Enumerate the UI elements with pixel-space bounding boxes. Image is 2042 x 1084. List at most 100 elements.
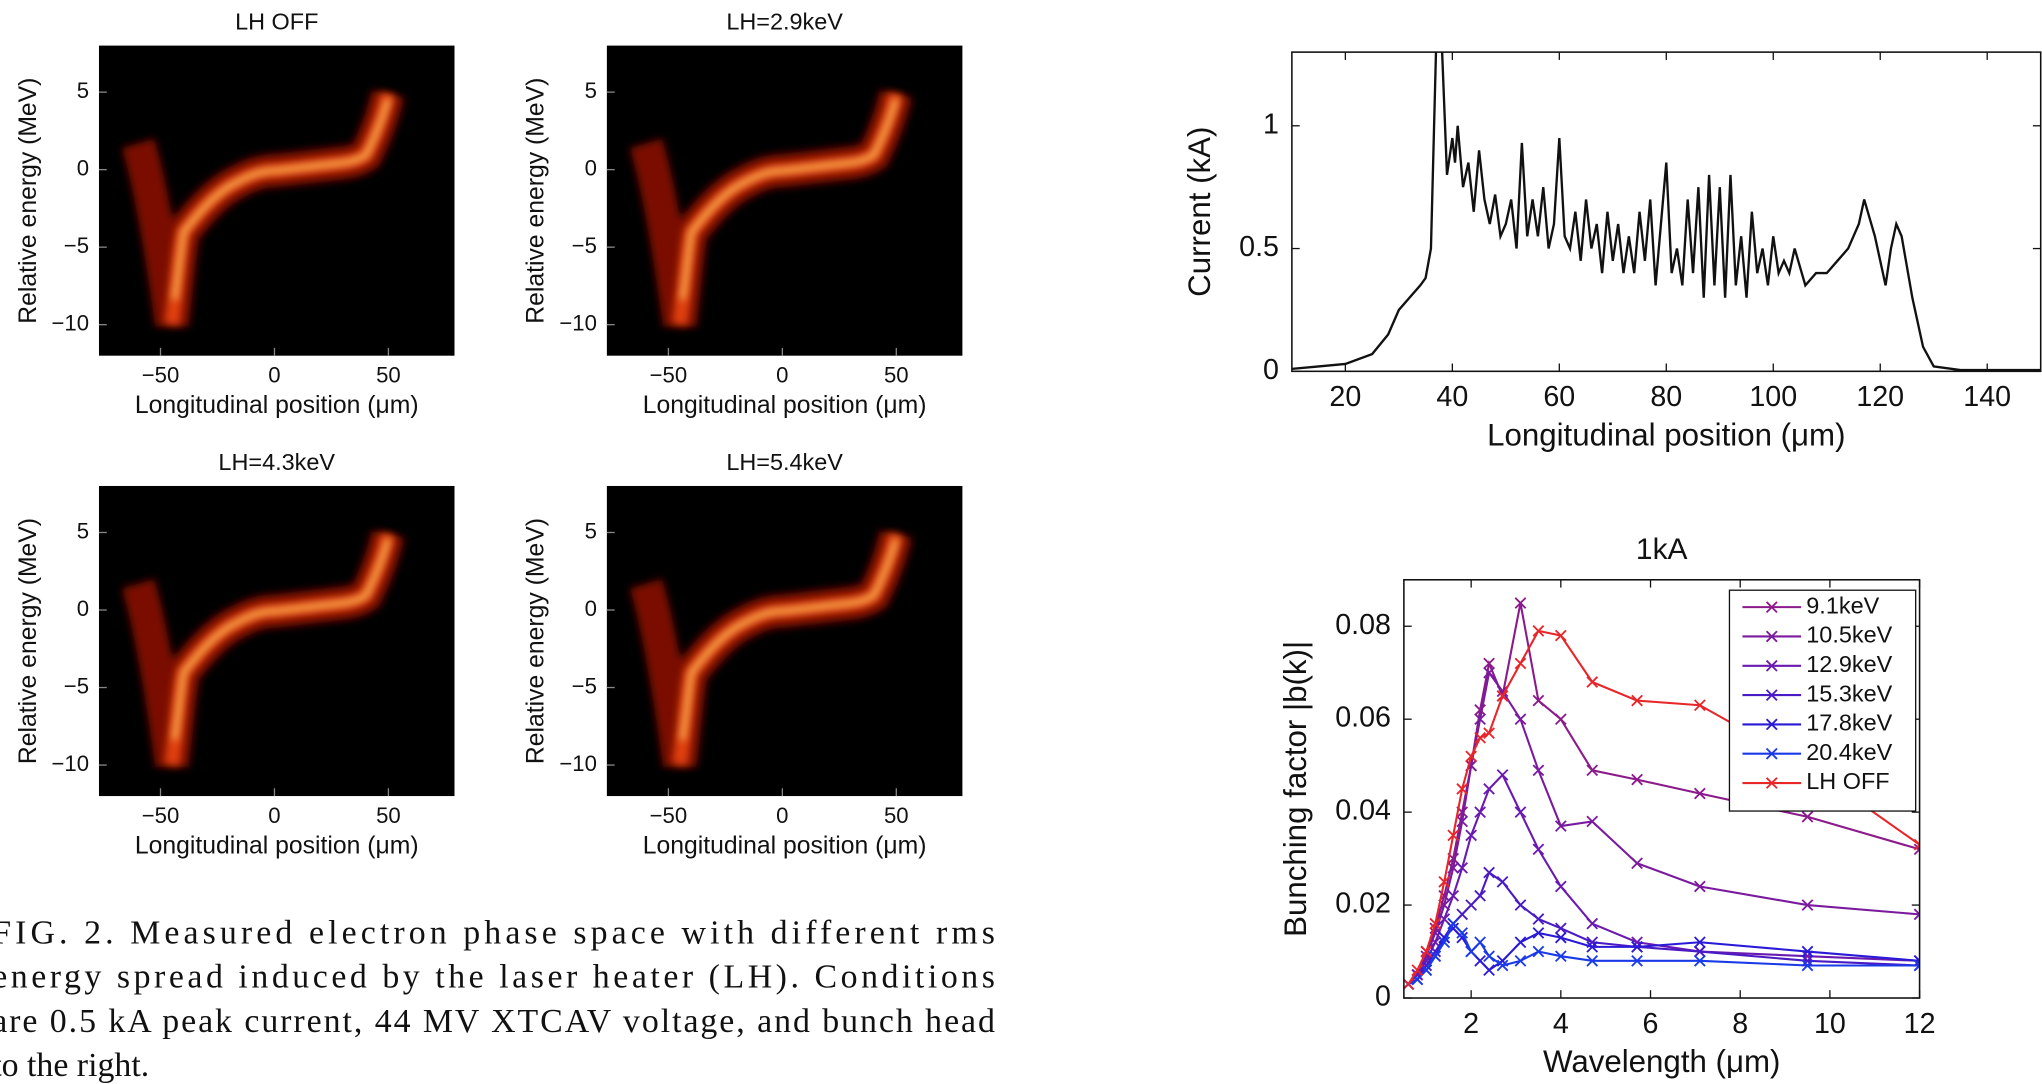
data-point	[1411, 968, 1424, 981]
data-point	[1447, 829, 1460, 842]
data-point	[1456, 927, 1469, 939]
data-point	[1465, 945, 1477, 958]
legend-label: 12.9keV	[1806, 651, 1892, 677]
data-point	[1631, 954, 1643, 967]
data-point	[1420, 945, 1433, 958]
y-tick-label: 0	[77, 596, 89, 621]
data-point	[1456, 862, 1469, 874]
legend-label: 10.5keV	[1806, 622, 1892, 648]
data-point	[1474, 806, 1486, 818]
y-tick-label: 0.06	[1335, 702, 1391, 734]
y-axis-label: Relative energy (MeV)	[523, 518, 550, 764]
x-tick-label: 0	[776, 803, 788, 828]
caption-line: to the right.	[0, 1047, 149, 1084]
data-point	[1554, 713, 1567, 726]
data-point	[1429, 950, 1442, 963]
data-point	[1483, 950, 1495, 963]
y-tick-label: 0	[1263, 354, 1279, 386]
data-point	[1586, 917, 1599, 930]
data-point	[1474, 731, 1486, 744]
data-point	[1913, 954, 1920, 967]
data-point	[1483, 866, 1495, 879]
x-tick-label: 50	[884, 803, 909, 828]
y-axis-label: Bunching factor |b(k)|	[1278, 641, 1313, 937]
data-point	[1514, 657, 1527, 670]
y-tick-label: 5	[77, 518, 89, 543]
chart-title: LH=4.3keV	[218, 449, 335, 475]
data-point	[1631, 857, 1643, 870]
legend-label: 20.4keV	[1806, 739, 1892, 765]
data-point	[1913, 959, 1920, 972]
plot-frame	[1291, 51, 2042, 373]
x-axis-label: Wavelength (μm)	[1543, 1044, 1780, 1079]
data-point	[1474, 889, 1486, 902]
y-tick-label: 0.5	[1239, 231, 1279, 263]
data-point	[1514, 954, 1527, 967]
data-point	[1554, 950, 1567, 963]
caption-line: FIG. 2. Measured electron phase space wi…	[0, 914, 995, 951]
x-tick-label: 0	[268, 363, 280, 388]
y-tick-label: −10	[51, 311, 89, 336]
y-tick-label: −5	[64, 673, 89, 698]
y-tick-label: −10	[559, 311, 597, 336]
data-point	[1693, 954, 1706, 967]
data-point	[1447, 889, 1460, 902]
data-point	[1693, 699, 1706, 712]
y-tick-label: 0	[585, 596, 597, 621]
x-tick-label: 12	[1904, 1008, 1936, 1040]
data-line	[1291, 52, 2041, 372]
chart-title: LH=2.9keV	[726, 9, 843, 35]
data-point	[1483, 666, 1495, 679]
x-tick-label: 50	[884, 363, 909, 388]
chart-title: 1kA	[1636, 533, 1688, 566]
y-axis-label: Relative energy (MeV)	[15, 78, 42, 324]
data-point	[1429, 917, 1442, 930]
legend-marker	[1765, 747, 1778, 760]
y-axis-label: Relative energy (MeV)	[15, 518, 42, 764]
x-axis-label: Longitudinal position (μm)	[643, 833, 927, 860]
data-point	[1586, 941, 1599, 953]
data-point	[1631, 941, 1643, 953]
data-point	[1913, 843, 1920, 856]
data-point	[1420, 959, 1433, 972]
data-point	[1801, 899, 1814, 911]
data-point	[1465, 750, 1477, 763]
y-tick-label: 0	[585, 155, 597, 180]
y-tick-label: −5	[572, 673, 597, 698]
x-tick-label: 10	[1814, 1008, 1846, 1040]
data-point	[1447, 917, 1460, 930]
legend-marker	[1765, 601, 1778, 614]
data-point	[1465, 829, 1477, 842]
legend-marker	[1765, 689, 1778, 701]
x-tick-label: 2	[1463, 1008, 1479, 1040]
data-point	[1693, 787, 1706, 800]
data-point	[1496, 690, 1509, 702]
x-tick-label: 40	[1436, 381, 1468, 413]
data-point	[1801, 810, 1814, 823]
caption-line: are 0.5 kA peak current, 44 MV XTCAV vol…	[0, 1003, 995, 1040]
data-point	[1532, 625, 1545, 637]
x-axis-label: Longitudinal position (μm)	[135, 833, 419, 860]
data-point	[1438, 936, 1451, 949]
data-point	[1456, 815, 1469, 828]
data-point	[1801, 945, 1814, 958]
data-point	[1693, 936, 1706, 949]
caption: FIG. 2. Measured electron phase space wi…	[0, 914, 995, 1084]
y-axis-label: Relative energy (MeV)	[523, 78, 550, 324]
data-point	[1483, 783, 1495, 795]
legend-box	[1728, 589, 1917, 812]
data-point	[1801, 959, 1814, 972]
y-tick-label: −5	[64, 233, 89, 258]
y-tick-label: 5	[585, 518, 597, 543]
data-point	[1693, 945, 1706, 958]
x-tick-label: 0	[776, 363, 788, 388]
x-tick-label: −50	[142, 363, 180, 388]
x-tick-label: 120	[1856, 381, 1904, 413]
legend-marker	[1765, 659, 1778, 672]
y-tick-label: 5	[77, 78, 89, 103]
y-tick-label: −5	[572, 233, 597, 258]
data-point	[1447, 862, 1460, 874]
data-point	[1456, 908, 1469, 921]
data-point	[1532, 843, 1545, 856]
data-point	[1496, 769, 1509, 781]
